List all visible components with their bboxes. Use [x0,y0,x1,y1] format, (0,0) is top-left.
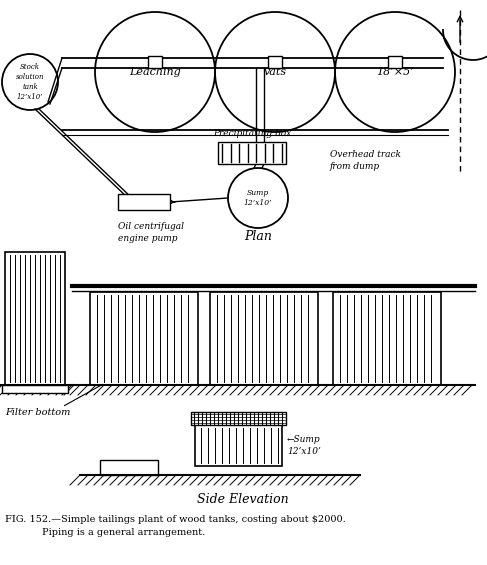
Text: Sump
12’x10’: Sump 12’x10’ [244,189,272,207]
Text: vats: vats [263,67,286,77]
Bar [268,56,282,68]
Text: Plan: Plan [244,230,272,243]
Bar [2,385,68,393]
Bar [333,292,441,385]
Text: 18’×5’: 18’×5’ [376,67,414,77]
Text: Precipitating box: Precipitating box [213,129,291,138]
Bar [191,412,286,425]
Text: Piping is a general arrangement.: Piping is a general arrangement. [42,528,205,537]
Bar [210,292,318,385]
Text: ←Sump
12’x10’: ←Sump 12’x10’ [287,435,321,456]
Text: Oil centrifugal
engine pump: Oil centrifugal engine pump [118,222,184,243]
Bar [195,425,282,466]
Text: Stock
solution
tank
12’x10’: Stock solution tank 12’x10’ [16,63,44,101]
Bar [5,252,65,385]
Bar [100,460,158,475]
Bar [90,292,198,385]
Bar [218,142,286,164]
Bar [388,56,402,68]
Bar [118,194,170,210]
Text: Side Elevation: Side Elevation [197,493,289,506]
Bar [148,56,162,68]
Text: FIG. 152.—Simple tailings plant of wood tanks, costing about $2000.: FIG. 152.—Simple tailings plant of wood … [5,515,346,524]
Text: Filter bottom: Filter bottom [5,408,71,417]
Text: Overhead track
from dump: Overhead track from dump [330,150,401,171]
Text: Leaching: Leaching [129,67,181,77]
